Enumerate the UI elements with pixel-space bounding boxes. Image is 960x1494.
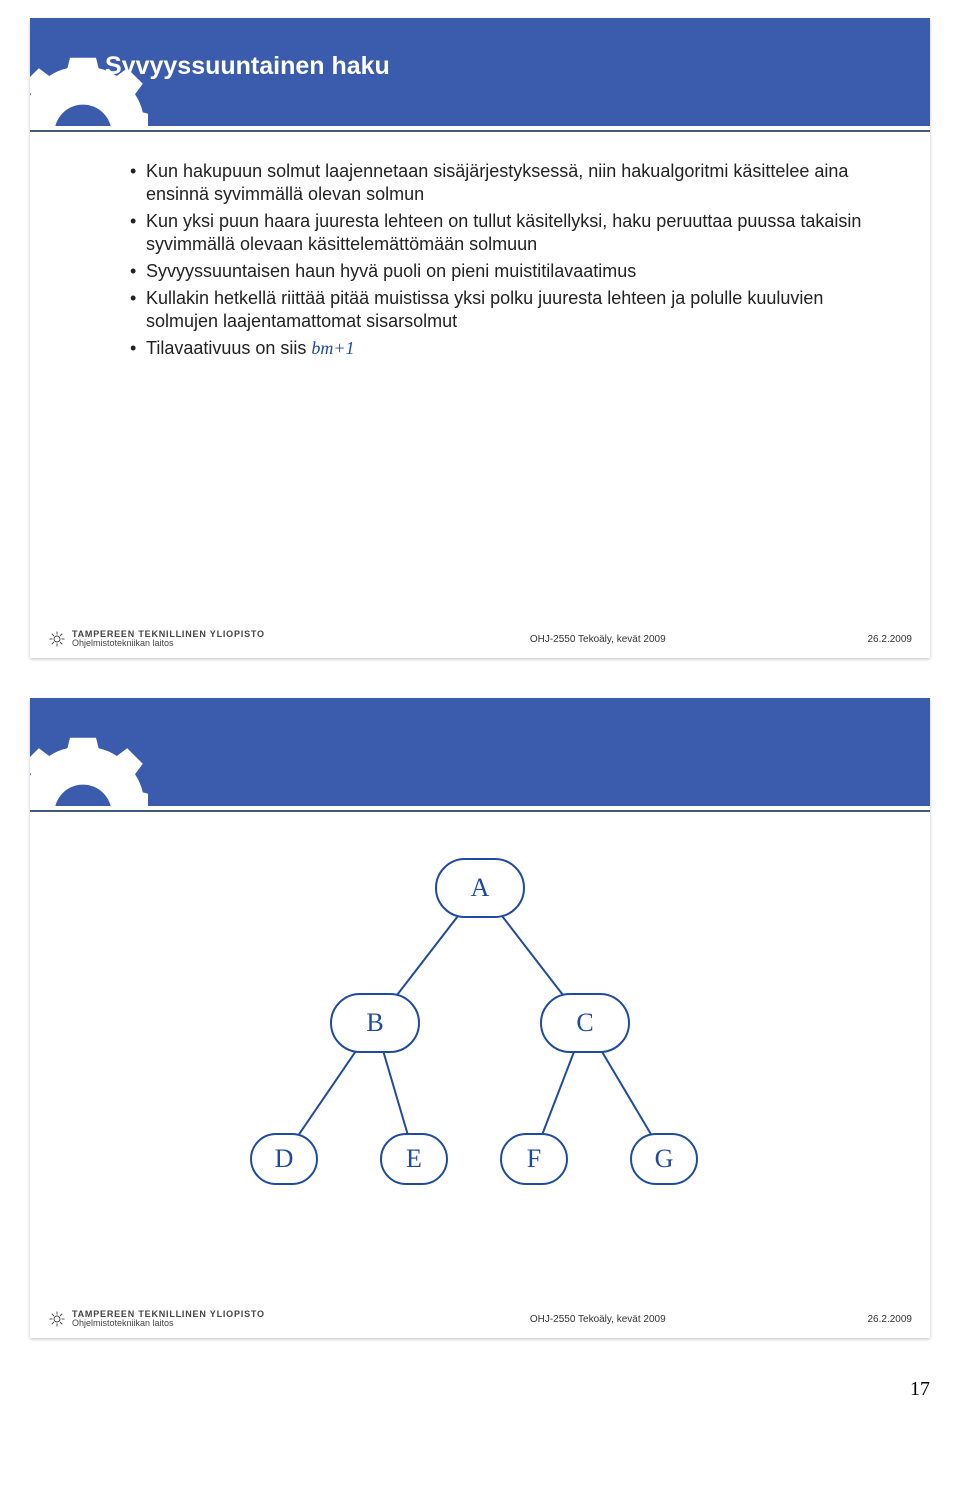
bullet-item: Kun yksi puun haara juuresta lehteen on … bbox=[130, 210, 874, 256]
title-accent-line bbox=[30, 810, 930, 812]
slide-footer: TAMPEREEN TEKNILLINEN YLIOPISTO Ohjelmis… bbox=[48, 1308, 912, 1330]
tree-edge bbox=[498, 910, 567, 1000]
tree-edge bbox=[393, 910, 462, 1000]
footer-logo-block: TAMPEREEN TEKNILLINEN YLIOPISTO Ohjelmis… bbox=[48, 1310, 328, 1329]
bullet-item: Syvyyssuuntaisen haun hyvä puoli on pien… bbox=[130, 260, 874, 283]
title-band: Syvyyssuuntainen haku bbox=[30, 18, 930, 126]
tree-edge bbox=[542, 1050, 575, 1136]
tree-node-b: B bbox=[330, 993, 420, 1053]
university-dept: Ohjelmistotekniikan laitos bbox=[72, 639, 265, 648]
slide-content: Kun hakupuun solmut laajennetaan sisäjär… bbox=[30, 138, 930, 626]
slide-1: 130 Syvyyssuuntainen haku Kun hakupuun s… bbox=[30, 18, 930, 658]
tree-node-c: C bbox=[540, 993, 630, 1053]
footer-course: OHJ-2550 Tekoäly, kevät 2009 bbox=[328, 634, 868, 645]
bullet-item-text: Tilavaativuus on siis bbox=[146, 338, 311, 358]
university-logo-icon bbox=[48, 630, 66, 648]
university-text: TAMPEREEN TEKNILLINEN YLIOPISTO Ohjelmis… bbox=[72, 630, 265, 649]
university-logo-icon bbox=[48, 1310, 66, 1328]
title-accent-line bbox=[30, 130, 930, 132]
formula-text: bm+1 bbox=[311, 338, 354, 358]
tree-edge bbox=[383, 1050, 408, 1135]
tree-edge bbox=[600, 1048, 653, 1138]
tree-node-g: G bbox=[630, 1133, 698, 1185]
bullet-item: Kun hakupuun solmut laajennetaan sisäjär… bbox=[130, 160, 874, 206]
tree-node-a: A bbox=[435, 858, 525, 918]
tree-node-f: F bbox=[500, 1133, 568, 1185]
tree-node-d: D bbox=[250, 1133, 318, 1185]
slide-title: Syvyyssuuntainen haku bbox=[105, 52, 390, 81]
footer-logo-block: TAMPEREEN TEKNILLINEN YLIOPISTO Ohjelmis… bbox=[48, 630, 328, 649]
slide-2: 131 ABCDEFG TAMPEREEN TEKNILLINEN YLIOPI bbox=[30, 698, 930, 1338]
title-band bbox=[30, 698, 930, 806]
gear-background-icon bbox=[30, 724, 148, 806]
bullet-item: Tilavaativuus on siis bm+1 bbox=[130, 337, 874, 360]
tree-edge bbox=[296, 1047, 359, 1139]
university-text: TAMPEREEN TEKNILLINEN YLIOPISTO Ohjelmis… bbox=[72, 1310, 265, 1329]
slide-footer: TAMPEREEN TEKNILLINEN YLIOPISTO Ohjelmis… bbox=[48, 628, 912, 650]
bullet-list: Kun hakupuun solmut laajennetaan sisäjär… bbox=[130, 160, 874, 360]
university-dept: Ohjelmistotekniikan laitos bbox=[72, 1319, 265, 1328]
footer-course: OHJ-2550 Tekoäly, kevät 2009 bbox=[328, 1314, 868, 1325]
bullet-item: Kullakin hetkellä riittää pitää muistiss… bbox=[130, 287, 874, 333]
page-number: 17 bbox=[30, 1378, 930, 1401]
tree-node-e: E bbox=[380, 1133, 448, 1185]
tree-diagram: A B C D EF G bbox=[230, 858, 730, 1238]
footer-date: 26.2.2009 bbox=[868, 634, 913, 645]
footer-date: 26.2.2009 bbox=[868, 1314, 913, 1325]
